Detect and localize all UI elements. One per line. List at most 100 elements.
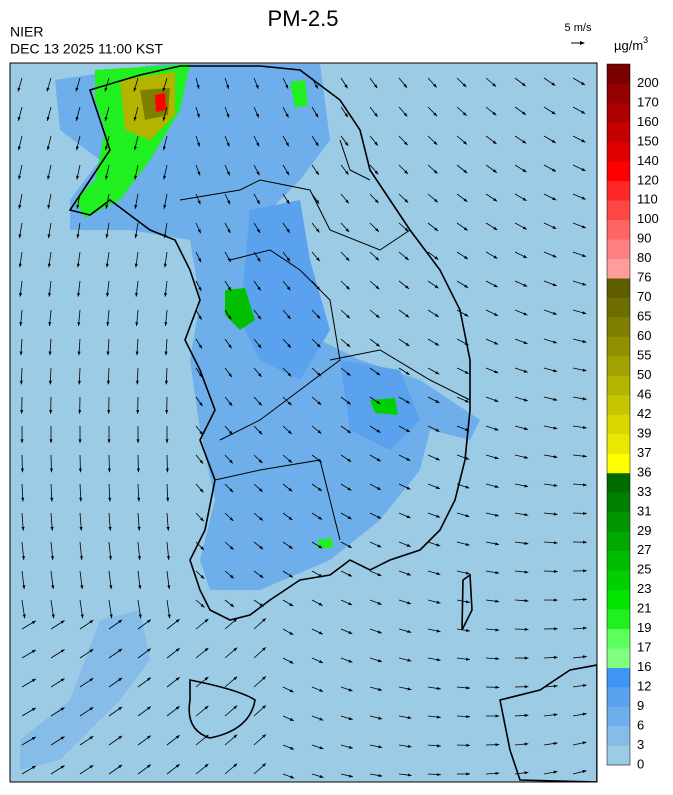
wind-arrow-head [375, 228, 379, 232]
wind-arrow-head [164, 380, 168, 385]
colorbar-tick-label: 16 [637, 659, 651, 674]
colorbar-tick-label: 200 [637, 75, 659, 90]
wind-arrow-head [318, 602, 323, 606]
wind-arrow-head [285, 171, 290, 176]
color-segment [607, 745, 630, 766]
wind-arrow-head [494, 370, 499, 374]
wind-arrow-head [347, 515, 352, 520]
wind-arrow-head [378, 773, 383, 778]
wind-arrow-head [314, 113, 319, 118]
colorbar-tick-label: 19 [637, 620, 651, 635]
wind-arrow-head [319, 717, 324, 721]
green-zone [290, 80, 308, 108]
wind-arrow-head [582, 397, 587, 401]
wind-arrow-head [17, 146, 21, 151]
wind-arrow-head [18, 175, 22, 180]
wind-arrow-head [553, 541, 558, 545]
wind-arrow-head [523, 312, 528, 316]
wind-arrow-head [227, 257, 231, 262]
wind-arrow-head [164, 322, 168, 326]
wind-arrow-head [21, 497, 25, 502]
color-segment [607, 64, 630, 84]
colorbar-tick-label: 60 [637, 328, 651, 343]
wind-arrow-head [524, 541, 529, 545]
wind-arrow-head [262, 734, 266, 738]
wind-arrow-head [60, 620, 65, 624]
color-segment [607, 395, 630, 415]
wind-arrow-head [377, 572, 382, 576]
wind-arrow-head [163, 204, 167, 209]
wind-arrow-head [197, 229, 201, 234]
wind-arrow-head [106, 351, 110, 356]
wind-arrow-head [104, 87, 108, 92]
wind-arrow-head [18, 263, 22, 268]
wind-arrow-head [376, 371, 381, 376]
wind-arrow-head [344, 113, 348, 118]
wind-arrow-head [493, 284, 498, 288]
wind-arrow-head [226, 171, 230, 176]
wind-arrow-head [495, 657, 500, 661]
wind-arrow-head [175, 735, 180, 739]
wind-arrow-head [75, 87, 79, 92]
wind-arrow-head [316, 314, 321, 319]
wind-arrow-head [136, 439, 140, 444]
wind-arrow-head [162, 146, 166, 151]
wind-arrow-head [286, 286, 291, 291]
wind-arrow-head [551, 110, 556, 115]
wind-arrow-head [463, 140, 467, 145]
wind-arrow-head [373, 84, 378, 89]
wind-arrow-head [147, 648, 151, 652]
wind-arrow-head [286, 257, 291, 262]
wind-arrow-head [108, 497, 112, 502]
wind-arrow-head [289, 574, 293, 578]
wind-arrow-head [348, 774, 353, 778]
wind-arrow-head [464, 284, 469, 288]
wind-arrow-head [553, 627, 558, 631]
wind-arrow-head [492, 140, 497, 144]
color-segment [607, 258, 630, 279]
wind-arrow-head [118, 706, 123, 711]
wind-arrow-head [317, 487, 322, 491]
wind-arrow-head [581, 225, 586, 229]
wind-arrow-head [318, 545, 323, 549]
wind-arrow-head [89, 649, 94, 653]
unit-base: µg/m [614, 38, 643, 53]
wind-arrow-head [288, 516, 293, 521]
wind-arrow-head [109, 614, 113, 619]
wind-arrow-head [258, 459, 263, 464]
wind-arrow-head [259, 603, 264, 607]
color-segment [607, 472, 630, 493]
wind-arrow-head [375, 343, 380, 347]
wind-arrow-head [524, 627, 529, 631]
wind-arrow-head [524, 484, 529, 488]
wind-arrow-head [493, 255, 498, 259]
wind-arrow-head [347, 544, 352, 548]
wind-arrow-head [552, 197, 557, 201]
wind-arrow-head [348, 745, 353, 749]
wind-arrow-head [494, 484, 499, 488]
colorbar-tick-label: 31 [637, 503, 651, 518]
wind-arrow-head [175, 764, 180, 768]
wind-arrow-head [376, 486, 381, 490]
wind-arrow-head [582, 253, 587, 257]
wind-arrow-head [465, 485, 470, 489]
wind-arrow-head [47, 263, 51, 268]
wind-arrow-head [346, 314, 350, 319]
colorbar-unit: µg/m3 [614, 35, 648, 53]
wind-arrow-head [255, 113, 259, 118]
wind-arrow-head [60, 765, 65, 769]
wind-arrow-head [31, 649, 36, 654]
wind-arrow-head [405, 285, 409, 289]
colorbar-tick-label: 55 [637, 348, 651, 363]
wind-arrow-head [19, 380, 23, 385]
wind-arrow-head [257, 344, 262, 349]
wind-arrow-head [495, 599, 500, 603]
wind-arrow-head [196, 113, 200, 118]
wind-arrow-head [107, 439, 111, 444]
wind-arrow-head [495, 685, 500, 689]
wind-arrow-head [436, 629, 441, 633]
wind-arrow-head [551, 139, 556, 143]
wind-arrow-head [494, 398, 499, 402]
wind-arrow-head [553, 369, 558, 373]
